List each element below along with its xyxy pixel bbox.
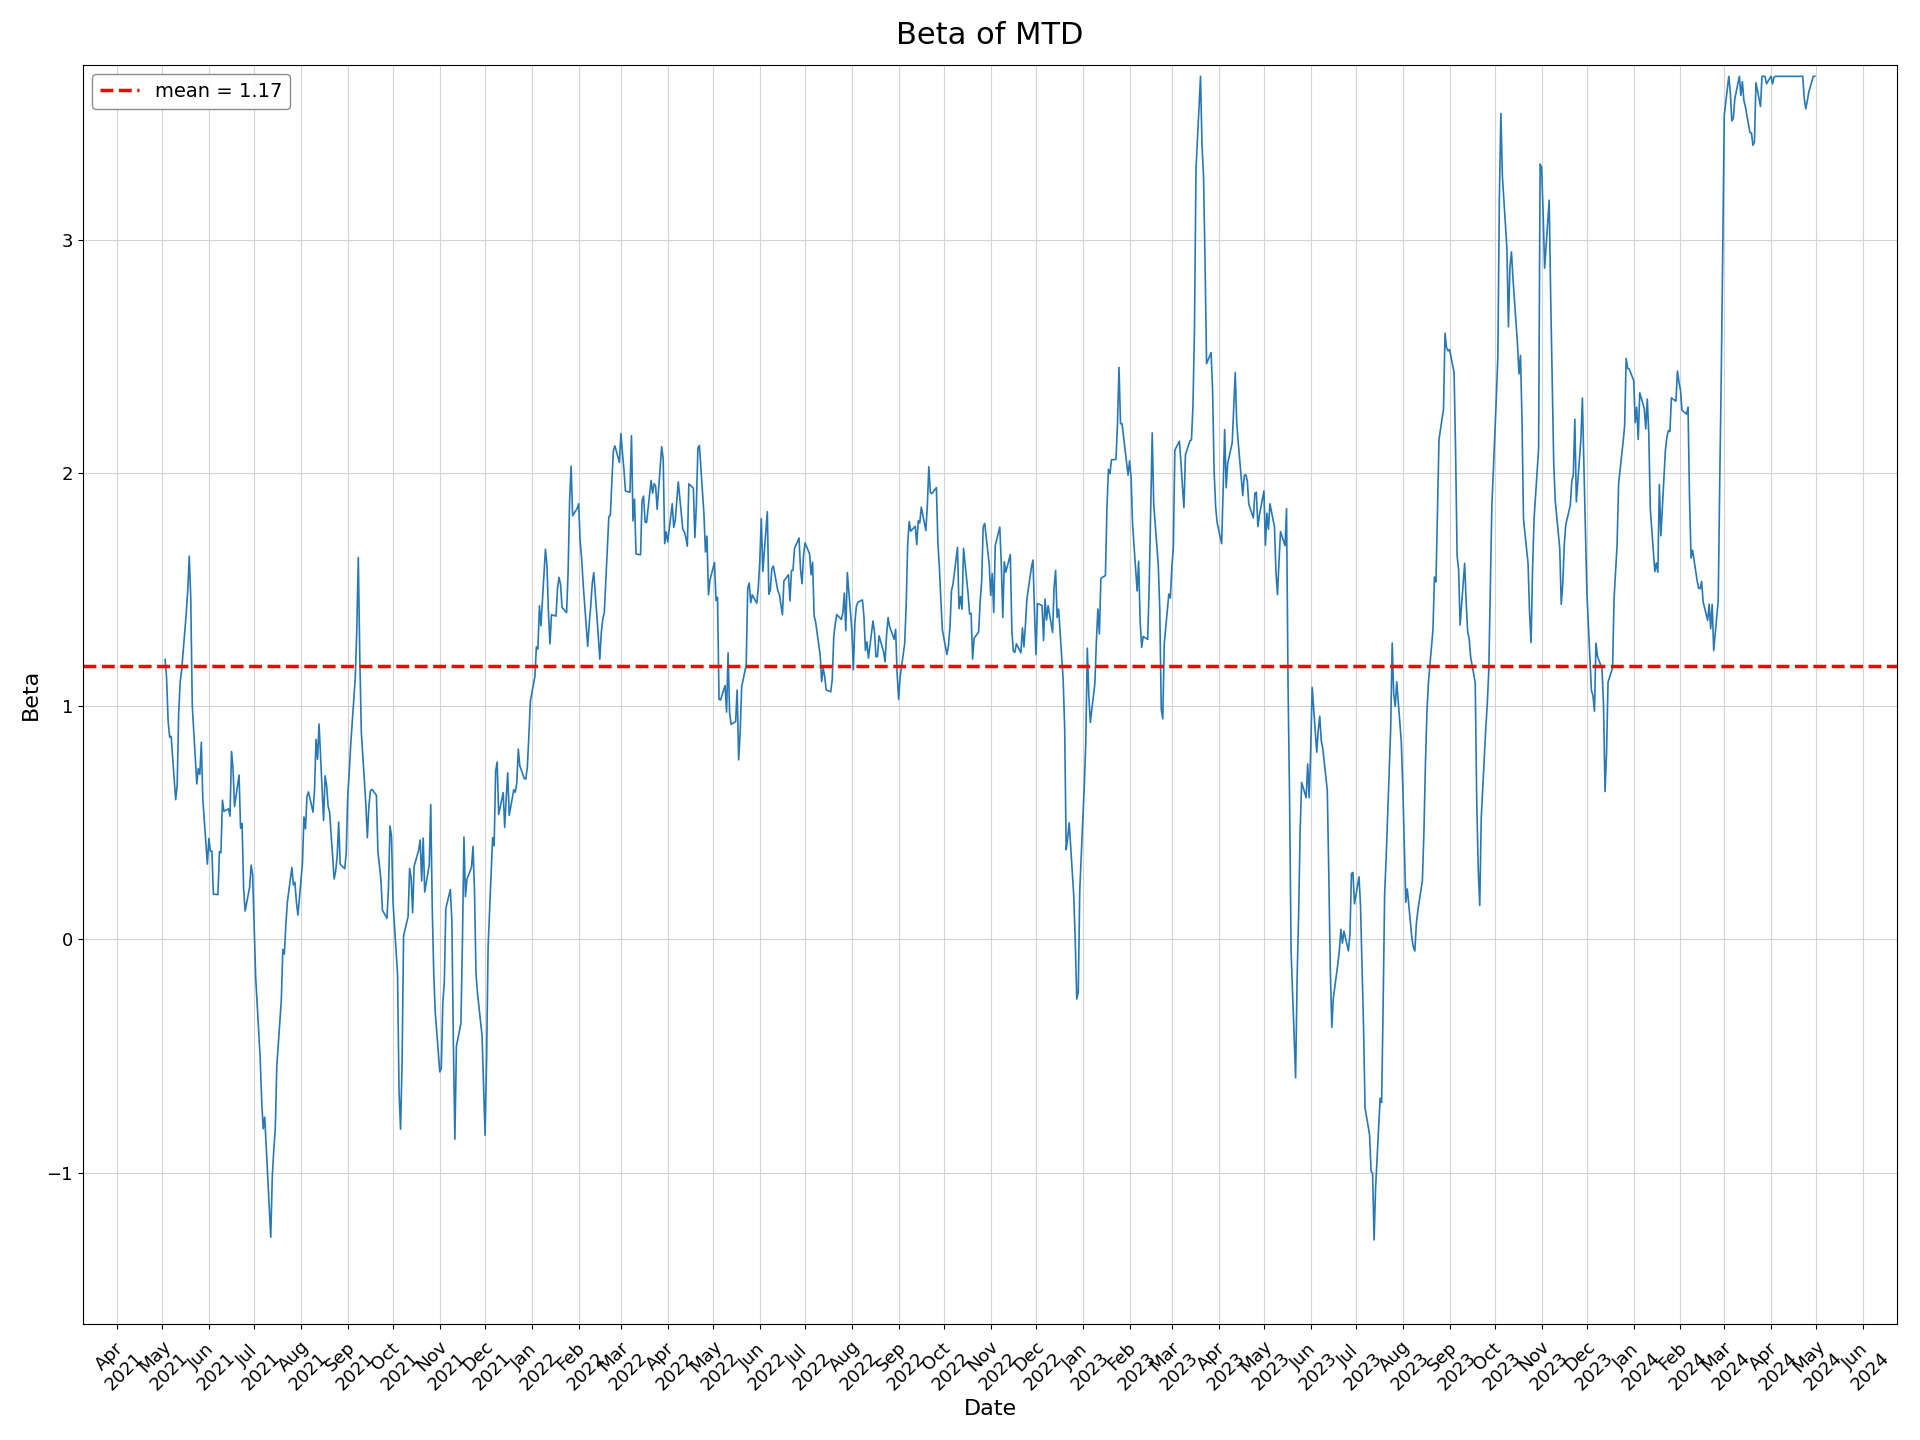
Legend: mean = 1.17: mean = 1.17	[92, 75, 290, 109]
Title: Beta of MTD: Beta of MTD	[897, 20, 1083, 50]
X-axis label: Date: Date	[964, 1400, 1016, 1420]
Y-axis label: Beta: Beta	[21, 668, 40, 720]
